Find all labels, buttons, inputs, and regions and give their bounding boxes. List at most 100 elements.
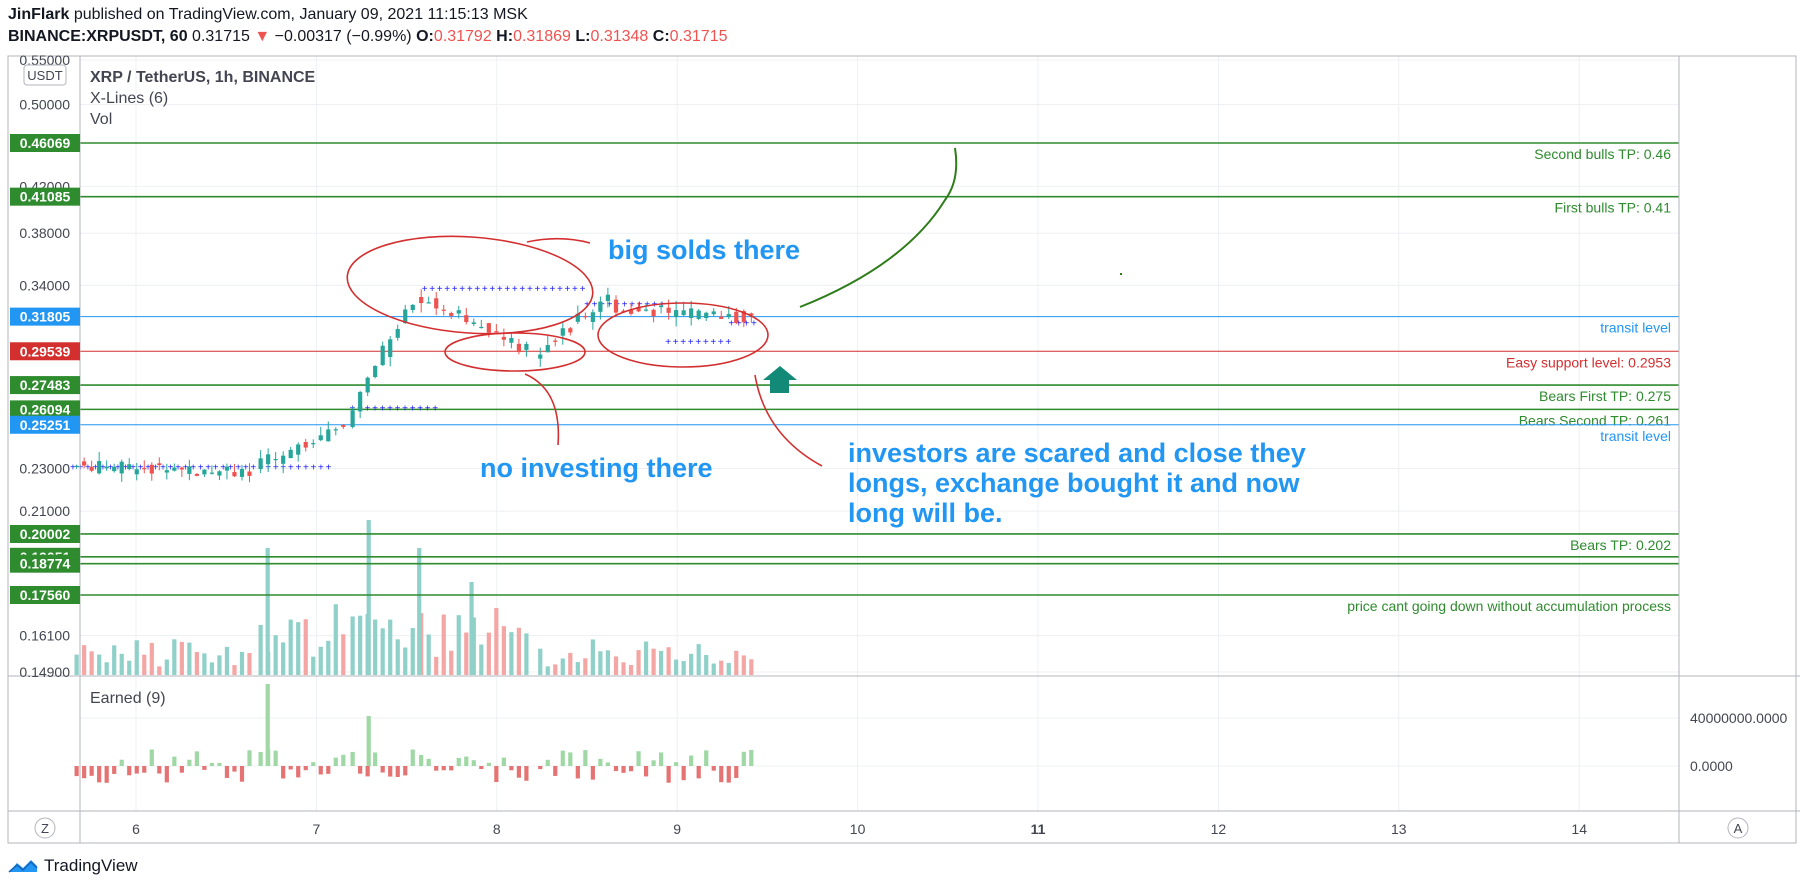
x-line-marker: +: [489, 284, 495, 295]
volume-bar: [273, 635, 278, 675]
level-label: price cant going down without accumulati…: [1347, 598, 1671, 614]
price-badge-label: 0.20002: [20, 526, 71, 542]
candle-body: [380, 345, 385, 366]
x-line-marker: +: [557, 284, 563, 295]
x-line-marker: +: [534, 284, 540, 295]
author-name[interactable]: JinFlark: [8, 6, 70, 23]
volume-bar: [583, 658, 588, 675]
x-line-marker: +: [580, 284, 586, 295]
candle-body: [568, 328, 573, 333]
scribble-big-solds: [526, 237, 591, 244]
volume-bar: [689, 653, 694, 675]
candle-body: [209, 472, 215, 474]
level-label: transit level: [1600, 428, 1671, 444]
candle-body: [296, 444, 301, 455]
y-tick-label: 0.21000: [19, 503, 70, 519]
x-tick-label: 6: [132, 821, 140, 837]
candle-body: [350, 410, 355, 428]
volume-bar: [239, 651, 245, 675]
level-label: transit level: [1600, 320, 1671, 336]
publish-header: JinFlark published on TradingView.com, J…: [8, 6, 528, 24]
z-button[interactable]: [34, 817, 56, 839]
volume-bar: [434, 656, 439, 675]
candle-body: [479, 326, 484, 329]
x-line-marker: +: [425, 403, 431, 414]
last-price: 0.31715: [192, 28, 250, 45]
legend-earned[interactable]: Earned (9): [90, 690, 166, 707]
legend-title: XRP / TetherUS, 1h, BINANCE: [90, 69, 316, 86]
volume-bar: [471, 617, 476, 675]
x-line-marker: +: [482, 284, 488, 295]
earned-bar: [273, 750, 278, 766]
x-line-marker: +: [175, 462, 181, 473]
candle-body: [553, 340, 558, 342]
earned-bar: [659, 752, 664, 766]
volume-bar: [209, 662, 215, 675]
candle-body: [157, 463, 162, 466]
volume-bar: [134, 640, 139, 675]
earned-bar: [598, 758, 603, 766]
earned-bar: [187, 759, 192, 766]
level-label: Easy support level: 0.2953: [1506, 354, 1671, 370]
x-line-marker: +: [550, 284, 556, 295]
x-line-marker: +: [183, 462, 189, 473]
x-tick-label: 10: [850, 821, 866, 837]
earned-bar: [741, 751, 746, 766]
legend-volume[interactable]: Vol: [90, 111, 112, 128]
x-line-marker: +: [250, 462, 256, 473]
candle-body: [434, 298, 439, 309]
volume-bar: [538, 648, 543, 675]
x-tick-label: 13: [1391, 821, 1407, 837]
volume-bar: [741, 655, 746, 675]
x-line-marker: +: [673, 337, 679, 348]
candle-body: [486, 323, 491, 333]
volume-bar: [613, 656, 619, 675]
x-line-marker: +: [138, 462, 144, 473]
candle-body: [410, 304, 415, 310]
volume-bar: [636, 650, 641, 675]
x-line-marker: +: [584, 300, 590, 311]
earned-tick-label: 40000000.0000: [1690, 710, 1788, 726]
volume-bars: [74, 520, 754, 675]
x-line-marker: +: [205, 462, 211, 473]
x-line-marker: +: [629, 300, 635, 311]
earned-bar: [636, 751, 641, 766]
x-line-marker: +: [422, 284, 428, 295]
volume-bar: [704, 654, 709, 675]
open-value: 0.31792: [433, 28, 492, 45]
auto-scale-button[interactable]: [1727, 817, 1749, 839]
earned-bar: [74, 766, 79, 777]
x-line-marker: +: [504, 284, 510, 295]
currency-badge[interactable]: [23, 64, 67, 86]
legend-indicator[interactable]: X-Lines (6): [90, 90, 168, 107]
earned-bar: [621, 766, 626, 773]
x-line-marker: +: [365, 403, 371, 414]
candle-body: [464, 315, 469, 323]
volume-bar: [524, 633, 529, 675]
price-badge-label: 0.31805: [20, 309, 71, 325]
earned-bar: [734, 766, 739, 778]
x-line-marker: +: [213, 462, 219, 473]
volume-bar: [464, 632, 469, 675]
x-line-marker: +: [410, 403, 416, 414]
volume-bar: [288, 619, 293, 675]
price-badge-label: 0.18774: [20, 556, 71, 572]
x-tick-label: 14: [1571, 821, 1587, 837]
candle-body: [179, 467, 184, 470]
level-label: Bears TP: 0.202: [1570, 537, 1671, 553]
earned-bar: [410, 749, 415, 766]
candle-body: [232, 472, 237, 477]
earned-bar: [583, 750, 588, 766]
x-line-marker: +: [115, 462, 121, 473]
price-change: −0.00317 (−0.99%): [274, 28, 412, 45]
earned-bar: [464, 756, 469, 766]
symbol-name: BINANCE:XRPUSDT, 60: [8, 28, 188, 45]
tradingview-brand[interactable]: TradingView: [8, 856, 138, 876]
earned-bar: [358, 766, 363, 774]
volume-bar: [149, 642, 154, 675]
earned-bar: [524, 766, 529, 781]
earned-bar: [419, 755, 424, 766]
earned-spike: [265, 684, 270, 766]
volume-bar: [681, 661, 686, 675]
